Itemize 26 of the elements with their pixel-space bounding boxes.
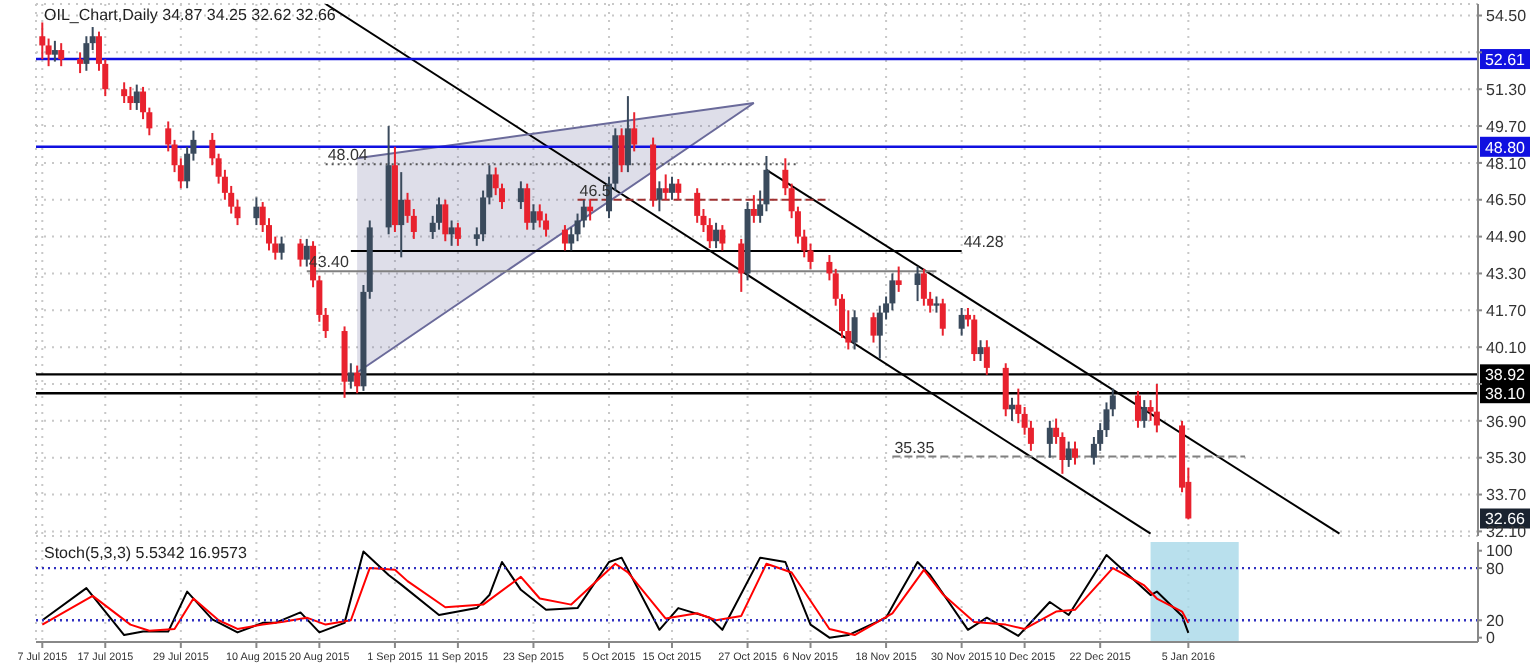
chart-title: OIL_Chart,Daily 34.87 34.25 32.62 32.66 [44,6,336,24]
y-tick-label: 20 [1486,611,1505,630]
y-tick-label: 46.50 [1486,191,1528,210]
annotation: 48.04 [327,146,369,165]
y-tick-label: 80 [1486,559,1505,578]
y-tick-label: 41.70 [1486,301,1528,320]
chart-title: Stoch(5,3,3) 5.5342 16.9573 [44,544,247,562]
annotation: 44.28 [963,232,1005,251]
y-tick-label: 40.10 [1486,338,1528,357]
y-tick-label: 43.30 [1486,265,1528,284]
y-tick-label: 49.70 [1486,117,1528,136]
annotation: 35.35 [894,438,936,457]
y-tick-label: 44.90 [1486,228,1528,247]
y-tick-label: 51.30 [1486,80,1528,99]
ref-line-label: 48.80 [1484,138,1527,157]
ref-line-label: 38.92 [1484,366,1527,385]
ref-line-label: 38.10 [1484,385,1527,404]
y-tick-label: 35.30 [1486,449,1528,468]
y-tick-label: 0 [1486,629,1496,648]
y-tick-label: 33.70 [1486,486,1528,505]
y-tick-label: 48.10 [1486,154,1528,173]
annotation: 32.66 [1484,510,1527,529]
y-tick-label: 100 [1486,542,1514,561]
y-tick-label: 54.50 [1486,7,1528,26]
y-tick-label: 36.90 [1486,412,1528,431]
ref-line-label: 52.61 [1484,51,1527,70]
